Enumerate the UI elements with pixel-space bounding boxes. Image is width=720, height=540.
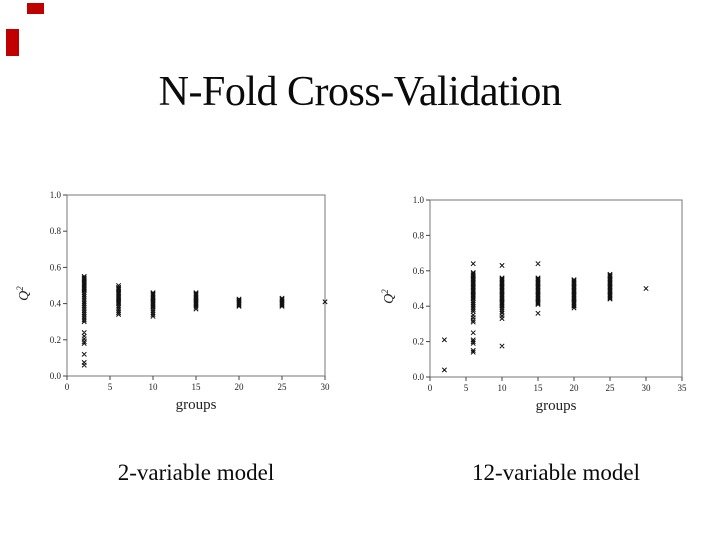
y-tick-label: 1.0 bbox=[50, 190, 62, 200]
corner-decoration-bottom bbox=[6, 29, 19, 56]
page-title: N-Fold Cross-Validation bbox=[158, 69, 562, 115]
scatter-markers bbox=[81, 273, 328, 368]
x-tick-label: 35 bbox=[678, 383, 688, 393]
scatter-plot-12-variable: 0 5 10 15 20 25 30 35 0.0 0.2 0.4 0.6 0.8 1.0 groups Q2 bbox=[380, 195, 688, 414]
y-tick-label: 0.8 bbox=[50, 226, 62, 236]
x-tick-label: 25 bbox=[606, 383, 616, 393]
caption-right-model: 12-variable model bbox=[472, 460, 640, 485]
x-tick-label: 5 bbox=[464, 383, 469, 393]
y-tick-label: 0.4 bbox=[50, 299, 62, 309]
x-tick-label: 15 bbox=[192, 382, 202, 392]
x-tick-label: 15 bbox=[534, 383, 544, 393]
y-axis-label: Q2 bbox=[380, 289, 397, 304]
y-axis-label: Q2 bbox=[15, 286, 32, 301]
y-tick-label: 0.8 bbox=[413, 230, 425, 240]
plot-frame bbox=[429, 199, 683, 378]
y-tick-label: 1.0 bbox=[413, 195, 425, 205]
x-tick-label: 20 bbox=[235, 382, 245, 392]
x-axis-label: groups bbox=[176, 397, 217, 413]
x-tick-label: 20 bbox=[570, 383, 580, 393]
corner-decoration-top bbox=[27, 3, 44, 14]
plot-frame bbox=[66, 194, 326, 377]
scatter-markers bbox=[441, 261, 649, 373]
x-tick-label: 30 bbox=[642, 383, 652, 393]
x-tick-label: 10 bbox=[498, 383, 508, 393]
caption-left-model: 2-variable model bbox=[117, 460, 275, 485]
x-axis-label: groups bbox=[536, 398, 577, 414]
y-tick-label: 0.6 bbox=[50, 262, 62, 272]
y-tick-label: 0.0 bbox=[413, 372, 425, 382]
y-tick-label: 0.6 bbox=[413, 266, 425, 276]
x-tick-label: 30 bbox=[321, 382, 331, 392]
y-tick-label: 0.2 bbox=[413, 337, 424, 347]
x-tick-label: 0 bbox=[65, 382, 70, 392]
x-tick-label: 25 bbox=[278, 382, 288, 392]
y-tick-label: 0.2 bbox=[50, 335, 61, 345]
x-tick-label: 10 bbox=[149, 382, 159, 392]
x-tick-label: 0 bbox=[428, 383, 433, 393]
scatter-plot-2-variable: 0 5 10 15 20 25 30 0.0 0.2 0.4 0.6 0.8 1.0 groups Q2 bbox=[15, 190, 331, 413]
y-tick-label: 0.4 bbox=[413, 301, 425, 311]
y-tick-label: 0.0 bbox=[50, 371, 62, 381]
x-tick-label: 5 bbox=[108, 382, 113, 392]
